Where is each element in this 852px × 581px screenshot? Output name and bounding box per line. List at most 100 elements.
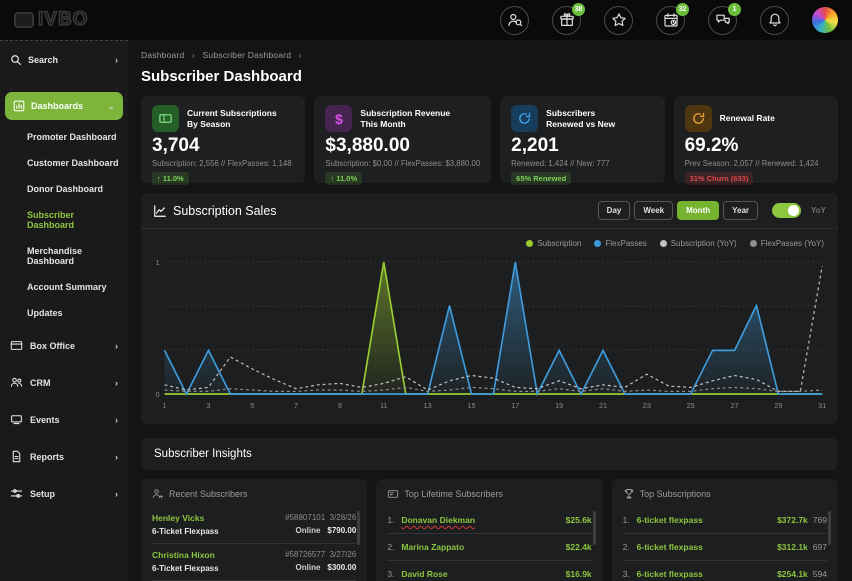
setup-label: Setup (30, 489, 55, 499)
subscription-name-link[interactable]: 6-ticket flexpass (637, 515, 703, 525)
recent-subscribers-title: Recent Subscribers (169, 489, 248, 499)
reports-icon (10, 450, 23, 463)
sidebar-search-label: Search (28, 55, 58, 65)
ticket-card-icon (387, 488, 399, 500)
stat-card-renewed-vs-new: SubscribersRenewed vs New 2,201 Renewed:… (500, 96, 664, 183)
breadcrumb-separator: › (299, 50, 302, 60)
gift-icon[interactable]: 38 (552, 6, 581, 35)
page-title: Subscriber Dashboard (141, 68, 838, 85)
person-add-icon (152, 488, 164, 500)
sidebar-item-updates[interactable]: Updates (0, 300, 128, 326)
legend-dot (594, 240, 601, 247)
range-day-button[interactable]: Day (598, 201, 631, 220)
subscriber-name-link[interactable]: David Rose (401, 569, 447, 579)
renewal-icon (685, 105, 712, 132)
sidebar-item-crm[interactable]: CRM › (0, 365, 128, 400)
breadcrumb-dashboard[interactable]: Dashboard (141, 50, 184, 60)
breadcrumb-subscriber-dashboard[interactable]: Subscriber Dashboard (203, 50, 292, 60)
sidebar-item-setup[interactable]: Setup › (0, 476, 128, 511)
star-icon[interactable] (604, 6, 633, 35)
svg-text:25: 25 (687, 401, 695, 410)
renewed-badge: 65% Renewed (511, 172, 571, 185)
main-content: Dashboard › Subscriber Dashboard › Subsc… (128, 40, 852, 581)
list-item: 2. 6-ticket flexpass $312.1k 697 (623, 534, 827, 561)
list-item: 3. 6-ticket flexpass $254.1k 594 (623, 561, 827, 581)
box-office-icon (10, 339, 23, 352)
sidebar-search[interactable]: Search › (0, 41, 128, 82)
lifetime-value: $22.4k (566, 542, 592, 552)
subscription-value: $312.1k (777, 542, 808, 552)
svg-text:5: 5 (250, 401, 254, 410)
subscription-name-link[interactable]: 6-ticket flexpass (637, 542, 703, 552)
sidebar-item-dashboards[interactable]: Dashboards ⌄ (5, 92, 123, 120)
sidebar-item-events[interactable]: Events › (0, 402, 128, 437)
messages-icon[interactable]: 1 (708, 6, 737, 35)
box-office-label: Box Office (30, 341, 75, 351)
svg-text:1: 1 (156, 258, 160, 267)
svg-text:13: 13 (424, 401, 432, 410)
range-controls: Day Week Month Year YoY (598, 201, 826, 220)
events-label: Events (30, 415, 60, 425)
stat-value: 69.2% (685, 135, 827, 157)
stat-value: 2,201 (511, 135, 653, 157)
churn-badge: 31% Churn (633) (685, 172, 754, 185)
sidebar-item-customer-dashboard[interactable]: Customer Dashboard (0, 150, 128, 176)
svg-text:19: 19 (555, 401, 563, 410)
legend-item[interactable]: Subscription (YoY) (660, 239, 737, 248)
stat-value: 3,704 (152, 135, 294, 157)
legend-item[interactable]: FlexPasses (YoY) (750, 239, 824, 248)
subscriber-insights-header: Subscriber Insights (141, 438, 838, 470)
legend-item[interactable]: FlexPasses (594, 239, 646, 248)
svg-text:7: 7 (294, 401, 298, 410)
subscription-count: 594 (813, 569, 827, 579)
subscriber-name-link[interactable]: Christina Hixon (152, 550, 219, 560)
range-week-button[interactable]: Week (634, 201, 673, 220)
user-search-icon[interactable] (500, 6, 529, 35)
stat-card-subscription-revenue: $ Subscription RevenueThis Month $3,880.… (314, 96, 491, 183)
subscription-name-link[interactable]: 6-ticket flexpass (637, 569, 703, 579)
sidebar-item-promoter-dashboard[interactable]: Promoter Dashboard (0, 124, 128, 150)
subscriber-name-link[interactable]: Marina Zappato (401, 542, 464, 552)
sidebar-item-reports[interactable]: Reports › (0, 439, 128, 474)
sidebar-item-box-office[interactable]: Box Office › (0, 328, 128, 363)
subscriber-name-link[interactable]: Donavan Diekman (401, 515, 475, 525)
insight-cards-row: Recent Subscribers Henley Vicks 6-Ticket… (141, 479, 838, 581)
list-item: 1. 6-ticket flexpass $372.7k 769 (623, 507, 827, 534)
range-year-button[interactable]: Year (723, 201, 758, 220)
legend-item[interactable]: Subscription (526, 239, 581, 248)
gift-badge: 38 (572, 3, 585, 16)
yoy-toggle-label: YoY (811, 206, 826, 215)
subscription-sales-chart[interactable]: 10135791113151719212325272931 (149, 252, 830, 414)
yoy-toggle[interactable] (772, 203, 801, 218)
order-meta: #58807101 3/28/26 (285, 513, 356, 522)
subscriber-name-link[interactable]: Henley Vicks (152, 513, 219, 523)
scrollbar[interactable] (357, 511, 360, 545)
events-icon (10, 413, 23, 426)
top-lifetime-list: 1. Donavan Diekman $25.6k 2. Marina Zapp… (387, 507, 591, 581)
sidebar-item-donor-dashboard[interactable]: Donor Dashboard (0, 176, 128, 202)
chevron-right-icon: › (115, 341, 118, 351)
panel-title: Subscription Sales (153, 204, 277, 218)
recent-subscribers-list: Henley Vicks 6-Ticket Flexpass #58807101… (152, 507, 356, 581)
scrollbar[interactable] (593, 511, 596, 545)
messages-badge: 1 (728, 3, 741, 16)
bell-icon[interactable] (760, 6, 789, 35)
sidebar-item-account-summary[interactable]: Account Summary (0, 274, 128, 300)
recent-subscribers-card: Recent Subscribers Henley Vicks 6-Ticket… (141, 479, 367, 581)
subscription-count: 769 (813, 515, 827, 525)
svg-text:21: 21 (599, 401, 607, 410)
scrollbar[interactable] (828, 511, 831, 545)
subscriber-plan: 6-Ticket Flexpass (152, 527, 219, 536)
svg-text:23: 23 (643, 401, 651, 410)
sidebar-item-merchandise-dashboard[interactable]: Merchandise Dashboard (0, 238, 128, 274)
list-item: Henley Vicks 6-Ticket Flexpass #58807101… (152, 507, 356, 544)
user-avatar[interactable] (812, 7, 838, 33)
chevron-right-icon: › (115, 415, 118, 425)
subscription-count: 697 (813, 542, 827, 552)
calendar-icon[interactable]: 32 (656, 6, 685, 35)
breadcrumb: Dashboard › Subscriber Dashboard › (141, 50, 838, 60)
sidebar-item-subscriber-dashboard[interactable]: Subscriber Dashboard (0, 202, 128, 238)
stat-card-title: SubscribersRenewed vs New (546, 108, 615, 129)
list-item: 3. David Rose $16.9k (387, 561, 591, 581)
range-month-button[interactable]: Month (677, 201, 719, 220)
